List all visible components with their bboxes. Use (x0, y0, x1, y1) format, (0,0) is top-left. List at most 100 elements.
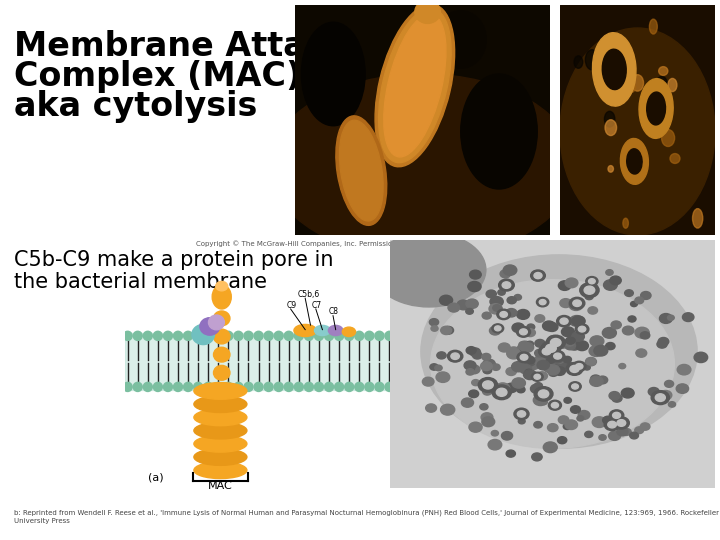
Circle shape (545, 348, 556, 356)
Circle shape (658, 338, 669, 346)
Circle shape (577, 416, 584, 421)
Circle shape (294, 331, 303, 340)
Ellipse shape (302, 22, 365, 126)
Circle shape (143, 331, 153, 340)
Circle shape (500, 270, 510, 278)
Circle shape (608, 431, 621, 441)
Circle shape (534, 387, 553, 401)
Circle shape (640, 332, 649, 339)
Circle shape (551, 339, 561, 347)
Circle shape (482, 312, 491, 319)
Circle shape (466, 347, 476, 354)
Circle shape (385, 331, 394, 340)
Circle shape (254, 331, 263, 340)
Ellipse shape (626, 149, 642, 174)
Circle shape (214, 382, 222, 392)
Circle shape (535, 349, 545, 357)
Circle shape (441, 404, 455, 415)
Circle shape (512, 323, 524, 333)
Circle shape (557, 437, 567, 444)
Ellipse shape (375, 4, 454, 167)
Circle shape (492, 364, 500, 370)
Circle shape (174, 382, 182, 392)
Circle shape (375, 382, 384, 392)
Circle shape (565, 278, 578, 288)
Ellipse shape (209, 315, 225, 330)
Circle shape (439, 295, 453, 305)
Circle shape (621, 388, 634, 398)
Ellipse shape (670, 153, 680, 164)
Circle shape (549, 357, 556, 362)
Circle shape (264, 331, 273, 340)
Circle shape (526, 341, 534, 347)
Circle shape (521, 342, 534, 352)
Circle shape (153, 331, 163, 340)
Ellipse shape (194, 462, 247, 478)
Circle shape (569, 300, 583, 310)
Ellipse shape (194, 422, 247, 439)
Circle shape (274, 382, 283, 392)
Circle shape (586, 358, 595, 365)
Circle shape (545, 355, 552, 360)
Circle shape (568, 340, 580, 350)
Ellipse shape (379, 8, 451, 163)
Circle shape (667, 315, 674, 320)
Circle shape (482, 381, 493, 389)
Ellipse shape (621, 138, 649, 184)
Ellipse shape (625, 82, 636, 93)
Circle shape (564, 338, 575, 346)
Circle shape (578, 326, 586, 332)
Circle shape (488, 440, 502, 450)
Circle shape (551, 350, 564, 362)
Circle shape (520, 354, 528, 360)
Circle shape (492, 305, 501, 311)
Circle shape (590, 375, 600, 383)
Circle shape (526, 357, 535, 363)
Circle shape (541, 400, 547, 404)
Circle shape (651, 390, 670, 404)
Circle shape (635, 327, 649, 338)
Circle shape (554, 367, 565, 375)
Circle shape (575, 324, 589, 334)
Circle shape (623, 326, 634, 335)
Circle shape (264, 382, 273, 392)
Circle shape (553, 355, 564, 363)
Circle shape (430, 364, 438, 370)
Circle shape (590, 336, 604, 347)
Circle shape (499, 312, 507, 318)
Circle shape (660, 314, 672, 323)
Circle shape (575, 363, 583, 369)
Circle shape (315, 331, 323, 340)
Circle shape (507, 347, 521, 357)
Circle shape (305, 382, 313, 392)
Circle shape (617, 427, 628, 436)
Circle shape (123, 331, 132, 340)
Ellipse shape (194, 383, 247, 399)
Circle shape (527, 324, 535, 330)
Ellipse shape (631, 75, 644, 91)
Circle shape (541, 341, 561, 356)
Circle shape (549, 400, 562, 410)
Circle shape (519, 341, 528, 348)
Circle shape (548, 336, 559, 344)
Text: C5b-C9 make a protein pore in: C5b-C9 make a protein pore in (14, 250, 333, 270)
Circle shape (547, 356, 558, 364)
Circle shape (482, 388, 492, 395)
Circle shape (544, 442, 557, 453)
Circle shape (517, 309, 530, 319)
Circle shape (580, 283, 599, 298)
Text: C8: C8 (329, 307, 339, 316)
Circle shape (546, 357, 555, 363)
Circle shape (472, 380, 480, 386)
Circle shape (469, 390, 479, 397)
Circle shape (224, 331, 233, 340)
Circle shape (495, 326, 501, 331)
Ellipse shape (639, 79, 673, 138)
Circle shape (603, 280, 617, 290)
Circle shape (498, 289, 505, 295)
Circle shape (590, 376, 603, 386)
Circle shape (585, 357, 596, 366)
Circle shape (536, 298, 549, 307)
Circle shape (492, 385, 511, 400)
Ellipse shape (336, 116, 387, 225)
